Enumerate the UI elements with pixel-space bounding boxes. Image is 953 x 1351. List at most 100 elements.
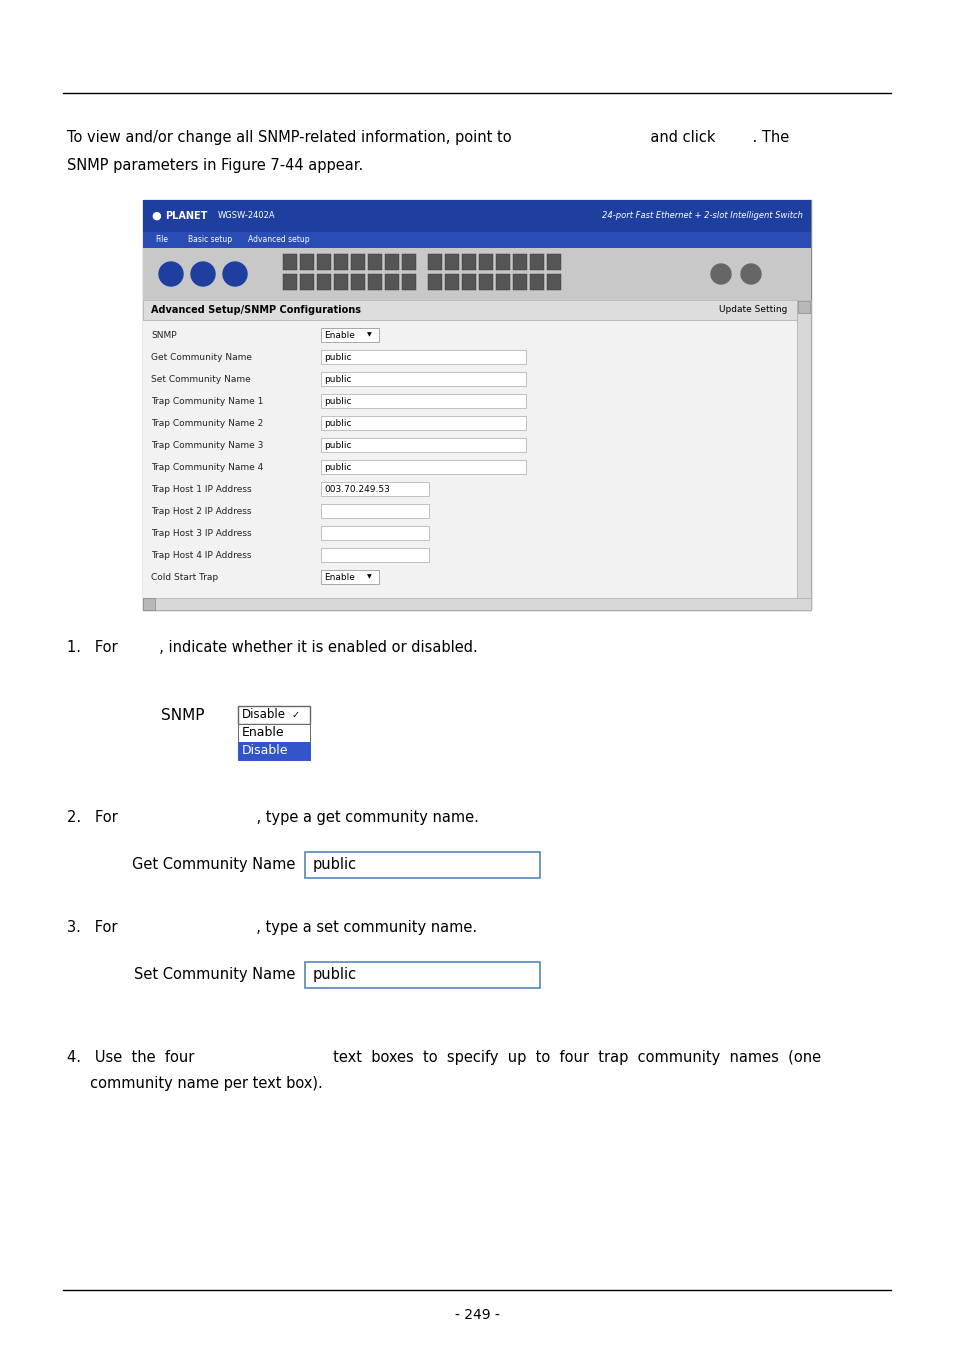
Text: Cold Start Trap: Cold Start Trap: [151, 573, 218, 581]
Text: Trap Host 3 IP Address: Trap Host 3 IP Address: [151, 528, 252, 538]
Text: Disable: Disable: [242, 708, 286, 721]
Text: SNMP: SNMP: [161, 708, 205, 723]
Bar: [320, 438, 525, 453]
Text: To view and/or change all SNMP-related information, point to                    : To view and/or change all SNMP-related i…: [67, 130, 788, 145]
Bar: [237, 707, 310, 724]
Bar: [320, 504, 429, 517]
Bar: [320, 459, 525, 474]
Text: 3.   For                              , type a set community name.: 3. For , type a set community name.: [67, 920, 476, 935]
Bar: [320, 328, 378, 342]
Text: ✓: ✓: [292, 711, 300, 720]
Text: 1.   For         , indicate whether it is enabled or disabled.: 1. For , indicate whether it is enabled …: [67, 640, 477, 655]
Bar: [283, 254, 296, 270]
Bar: [237, 742, 310, 761]
Bar: [320, 549, 429, 562]
Bar: [320, 372, 525, 386]
Bar: [237, 724, 310, 742]
Bar: [478, 254, 493, 270]
Bar: [305, 962, 539, 988]
Text: 003.70.249.53: 003.70.249.53: [324, 485, 390, 493]
Bar: [143, 200, 810, 232]
Bar: [401, 274, 416, 290]
Text: public: public: [324, 462, 351, 471]
Bar: [320, 350, 525, 363]
Text: Trap Community Name 4: Trap Community Name 4: [151, 462, 263, 471]
Bar: [316, 274, 331, 290]
Bar: [351, 274, 365, 290]
Text: ▼: ▼: [365, 332, 372, 338]
Bar: [143, 249, 810, 300]
Bar: [143, 300, 810, 611]
Text: Enable: Enable: [324, 331, 355, 339]
Bar: [796, 300, 810, 611]
Bar: [428, 254, 441, 270]
Bar: [546, 254, 560, 270]
Text: Enable: Enable: [324, 573, 355, 581]
Text: Get Community Name: Get Community Name: [151, 353, 252, 362]
Bar: [283, 274, 296, 290]
Text: Set Community Name: Set Community Name: [133, 967, 294, 982]
Text: Trap Community Name 3: Trap Community Name 3: [151, 440, 263, 450]
Text: Trap Community Name 2: Trap Community Name 2: [151, 419, 263, 427]
Text: public: public: [324, 419, 351, 427]
Text: 24-port Fast Ethernet + 2-slot Intelligent Switch: 24-port Fast Ethernet + 2-slot Intellige…: [601, 212, 802, 220]
Text: public: public: [313, 858, 356, 873]
Bar: [143, 200, 810, 611]
Text: Get Community Name: Get Community Name: [132, 858, 294, 873]
Text: community name per text box).: community name per text box).: [67, 1075, 322, 1092]
Text: PLANET: PLANET: [165, 211, 207, 222]
Text: Trap Host 4 IP Address: Trap Host 4 IP Address: [151, 550, 252, 559]
Text: File: File: [154, 235, 168, 245]
Circle shape: [223, 262, 247, 286]
Text: Trap Host 1 IP Address: Trap Host 1 IP Address: [151, 485, 252, 493]
Circle shape: [159, 262, 183, 286]
Bar: [546, 274, 560, 290]
Text: public: public: [324, 374, 351, 384]
Text: SNMP parameters in Figure 7-44 appear.: SNMP parameters in Figure 7-44 appear.: [67, 158, 363, 173]
Bar: [513, 274, 526, 290]
Bar: [143, 232, 810, 249]
Bar: [530, 254, 543, 270]
Bar: [143, 598, 154, 611]
Text: WGSW-2402A: WGSW-2402A: [218, 212, 275, 220]
Text: public: public: [324, 440, 351, 450]
Circle shape: [191, 262, 214, 286]
Bar: [368, 254, 381, 270]
Text: 4.   Use  the  four                              text  boxes  to  specify  up  t: 4. Use the four text boxes to specify up…: [67, 1050, 821, 1065]
Circle shape: [740, 263, 760, 284]
Text: SNMP: SNMP: [151, 331, 176, 339]
Text: Disable: Disable: [242, 744, 288, 758]
Bar: [320, 416, 525, 430]
Bar: [299, 274, 314, 290]
Bar: [461, 274, 476, 290]
Text: Update Setting: Update Setting: [718, 305, 786, 315]
Bar: [530, 274, 543, 290]
Bar: [351, 254, 365, 270]
Text: Enable: Enable: [242, 727, 284, 739]
Bar: [444, 254, 458, 270]
Text: public: public: [324, 353, 351, 362]
Bar: [368, 274, 381, 290]
Bar: [320, 526, 429, 540]
Circle shape: [710, 263, 730, 284]
Bar: [299, 254, 314, 270]
Bar: [320, 394, 525, 408]
Text: Trap Community Name 1: Trap Community Name 1: [151, 396, 263, 405]
Bar: [478, 274, 493, 290]
Bar: [496, 254, 510, 270]
Text: Trap Host 2 IP Address: Trap Host 2 IP Address: [151, 507, 252, 516]
Bar: [385, 274, 398, 290]
Text: Advanced setup: Advanced setup: [248, 235, 310, 245]
Text: 2.   For                              , type a get community name.: 2. For , type a get community name.: [67, 811, 478, 825]
Bar: [334, 254, 348, 270]
Bar: [444, 274, 458, 290]
Text: - 249 -: - 249 -: [454, 1308, 499, 1323]
Bar: [797, 301, 809, 313]
Text: public: public: [324, 396, 351, 405]
Bar: [401, 254, 416, 270]
Text: Advanced Setup/SNMP Configurations: Advanced Setup/SNMP Configurations: [151, 305, 360, 315]
Bar: [513, 254, 526, 270]
Bar: [461, 254, 476, 270]
Bar: [496, 274, 510, 290]
Bar: [320, 570, 378, 584]
